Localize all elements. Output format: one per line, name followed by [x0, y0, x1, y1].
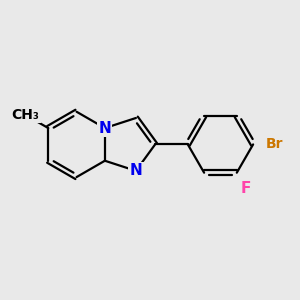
Text: F: F: [241, 181, 251, 196]
Text: CH₃: CH₃: [12, 108, 40, 122]
Text: Br: Br: [266, 137, 283, 152]
Text: N: N: [130, 163, 142, 178]
Text: N: N: [98, 121, 111, 136]
